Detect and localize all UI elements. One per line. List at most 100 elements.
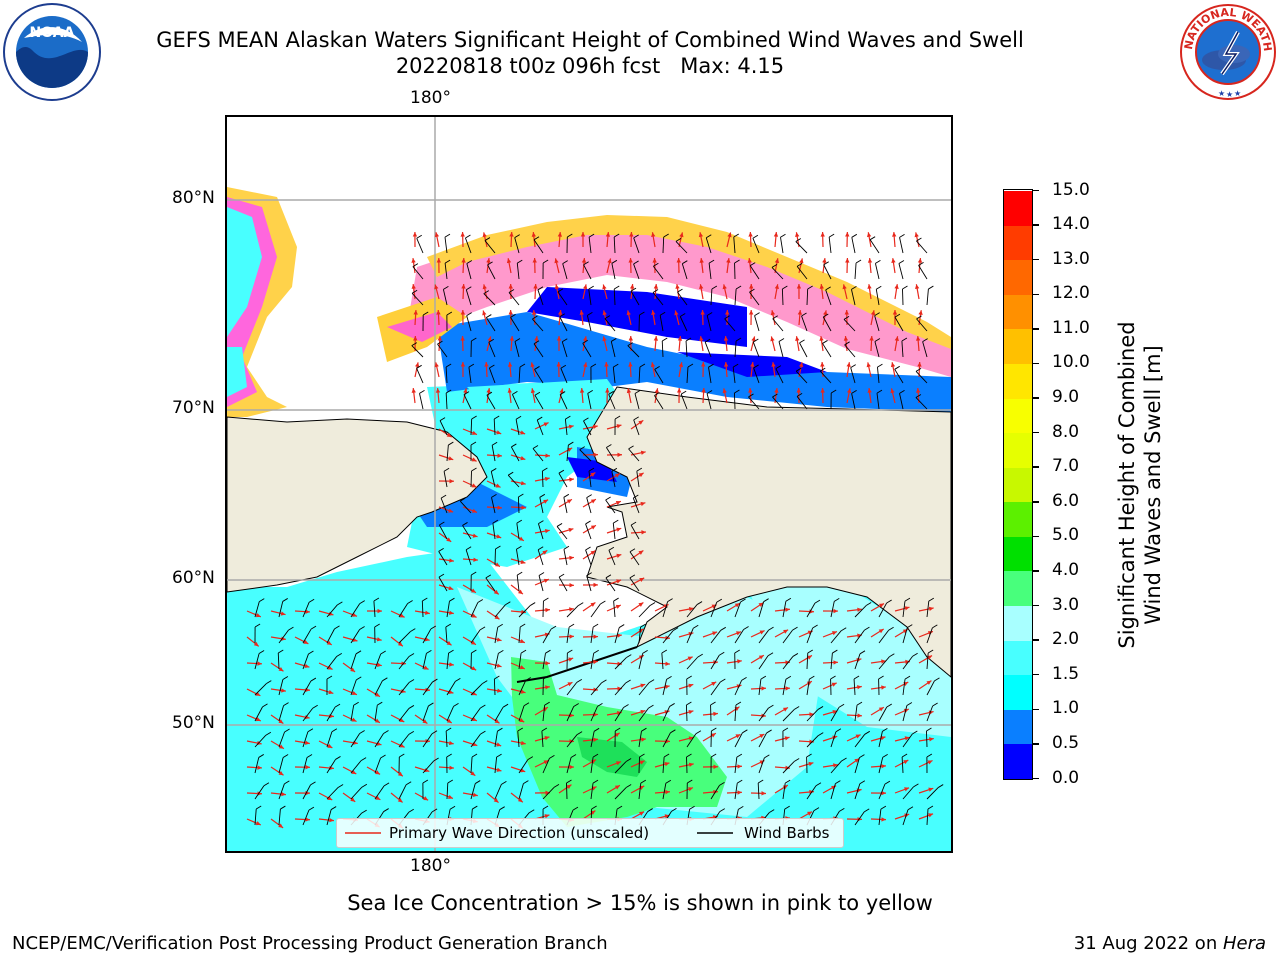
wind-barb [542,625,557,644]
wave-arrow [630,530,647,535]
lat-label-60: 60°N [172,568,215,588]
wind-barb [566,703,579,722]
wind-barb [918,262,928,280]
wave-arrow [462,428,478,436]
wind-barb [278,754,289,774]
wave-arrow [605,387,610,404]
wave-arrow [726,631,742,638]
wind-barb [638,704,654,722]
wind-barb [734,753,743,774]
wind-barb [494,545,501,566]
wind-barb [662,753,670,774]
wind-barb [753,364,760,384]
wind-barb [470,680,488,696]
wind-barb [613,285,620,306]
map-legend: Primary Wave Direction (unscaled) Wind B… [336,818,844,848]
wind-barb [614,654,632,670]
wind-barb [758,598,769,618]
wave-arrow [774,686,791,691]
wave-arrow [605,232,611,248]
wind-barb [662,779,672,800]
wave-arrow [798,811,813,820]
wind-barb [636,467,643,488]
wind-barb [926,727,932,748]
wind-barb [898,260,905,280]
wind-barb [470,415,477,436]
wave-arrow [822,660,839,665]
wave-arrow [534,549,548,560]
land-alaska [586,386,951,678]
wind-barb [628,445,640,462]
wave-arrow [462,636,477,646]
wave-arrow [798,680,813,690]
wind-barb [563,545,570,566]
wind-barb [708,259,715,280]
wind-barb [899,389,905,410]
wave-arrow [486,792,499,804]
wave-arrow [558,657,574,664]
wave-arrow [651,232,656,248]
map-panel [225,115,953,853]
footer-date-text: 31 Aug 2022 on [1073,933,1223,954]
wind-barb [705,234,712,254]
wind-barb [878,653,895,670]
wind-barb [734,779,743,800]
wind-barb [926,624,938,644]
wind-barb [566,678,583,696]
wave-arrow [678,787,694,794]
wind-barb [494,727,503,748]
wind-barb [566,441,574,462]
colorbar-bin [1004,467,1032,503]
wind-barb [350,701,359,722]
wind-barb [422,649,432,670]
wind-barb [772,393,784,410]
wind-barb [350,600,365,618]
lat-label-50: 50°N [172,713,215,733]
wind-barb [606,444,616,462]
noaa-logo-text: NOAA [30,25,75,41]
wind-barb [533,236,544,254]
wave-arrow [770,310,776,326]
graticule [227,117,951,851]
wind-barb [734,626,749,644]
wave-arrow [554,258,560,274]
wave-arrow [434,362,440,378]
wave-arrow [676,387,682,404]
wave-arrow [318,662,333,670]
wind-barb [633,234,640,254]
wave-arrow [556,361,561,378]
wind-barb [422,311,429,332]
wave-arrow [654,789,670,795]
wind-barb [638,727,647,748]
wave-arrow [630,577,645,586]
wave-arrow [534,336,539,352]
wave-arrow [246,765,263,770]
colorbar-bin [1004,432,1032,468]
wave-arrow [867,258,873,274]
wind-barb [878,754,888,774]
wind-barb [822,340,832,358]
wave-arrow [869,335,874,352]
wave-arrow [438,558,454,563]
wave-arrow [798,258,804,274]
wave-arrow [630,760,645,768]
wind-barb [590,623,599,644]
wind-barb [422,702,434,722]
wind-barb [533,340,544,358]
wind-barb [749,288,760,306]
wave-arrow [438,532,452,543]
wind-barb [775,365,784,384]
wind-barb [398,705,415,722]
wind-barb [484,237,496,254]
wave-arrow [918,606,934,612]
wind-barb [302,598,315,618]
footer-host: Hera [1222,933,1266,954]
wind-barb [652,289,664,306]
wind-barb [590,702,603,722]
wave-arrow [270,662,284,672]
wave-arrow [846,388,852,404]
wave-arrow [726,258,731,274]
wave-arrow [918,759,933,768]
wave-arrow [582,336,588,352]
wind-barb [612,519,619,540]
